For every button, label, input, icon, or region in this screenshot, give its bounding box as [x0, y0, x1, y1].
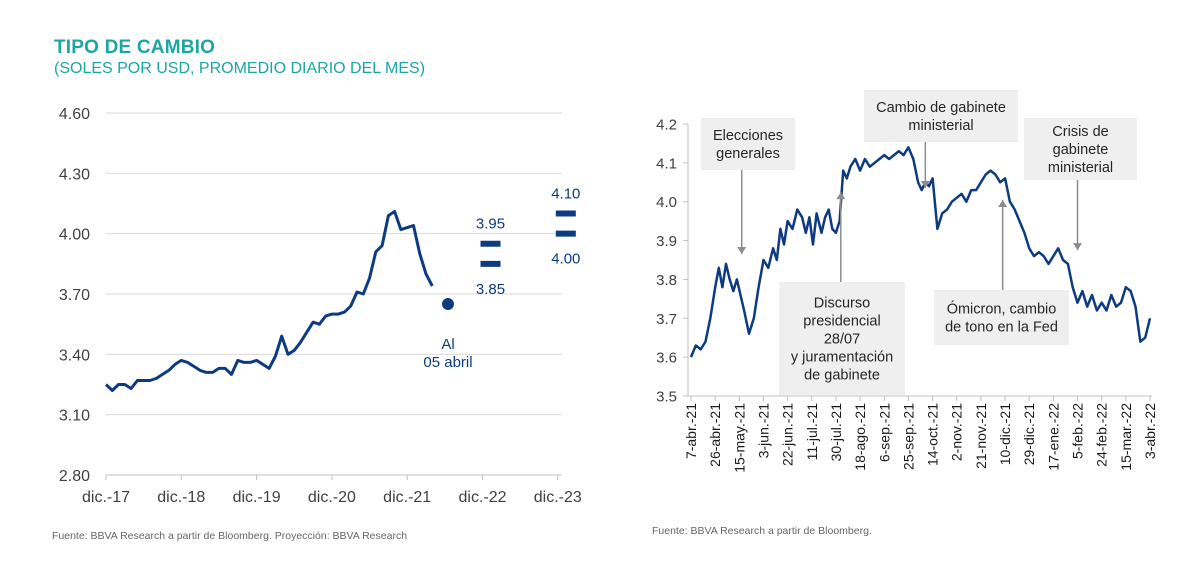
annotation: Discurso presidencial 28/07 y juramentación… [779, 192, 905, 395]
y-tick-label: 3.8 [656, 272, 677, 289]
annotation-text: Discurso [814, 296, 870, 312]
x-tick-label: 15-may.-21 [731, 403, 747, 473]
annotation: Elecciones generales [701, 118, 795, 254]
annotation-text: de gabinete [804, 368, 880, 384]
annotation-text: generales [716, 146, 780, 162]
x-tick-label: 2-nov.-21 [949, 403, 965, 461]
series-line [104, 210, 434, 392]
x-tick-label: 26-abr.-21 [707, 403, 723, 467]
x-tick-label: 7-abr.-21 [683, 403, 699, 459]
annotation-box [779, 282, 905, 395]
annotation-text: gabinete [1053, 142, 1109, 158]
projection-high-label: 3.95 [476, 216, 505, 233]
left-source-note: Fuente: BBVA Research a partir de Bloomb… [52, 530, 408, 542]
projection-low-label: 3.85 [476, 281, 505, 298]
point-label-line2: 05 abril [423, 354, 472, 371]
x-tick-label: dic.-18 [157, 489, 205, 506]
chart-title: TIPO DE CAMBIO [54, 37, 216, 58]
x-tick-label: dic.-21 [383, 489, 431, 506]
x-tick-label: 10-dic.-21 [997, 403, 1013, 465]
chart-subtitle: (SOLES POR USD, PROMEDIO DIARIO DEL MES) [54, 60, 426, 77]
annotation: Crisis de gabinete ministerial [1024, 118, 1137, 251]
x-tick-label: 22-jun.-21 [780, 403, 796, 466]
x-tick-label: dic.-17 [82, 489, 130, 506]
annotation: Ómicron, cambio de tono en la Fed [934, 199, 1069, 345]
y-tick-label: 2.80 [59, 468, 90, 485]
annotation-text: presidencial [803, 314, 880, 330]
y-tick-label: 3.40 [59, 347, 90, 364]
x-tick-label: 25-sep.-21 [900, 403, 916, 470]
annotation-arrow-head [1073, 243, 1083, 251]
x-tick-label: 29-dic.-21 [1021, 403, 1037, 465]
annotation-text: de tono en la Fed [945, 320, 1058, 336]
annotation-text: ministerial [1048, 160, 1113, 176]
annotation-arrow-head [998, 199, 1008, 207]
current-value-point [441, 298, 454, 311]
x-tick-label: dic.-20 [308, 489, 356, 506]
annotation-box [864, 90, 1018, 142]
y-tick-label: 3.5 [656, 389, 677, 406]
series-line [689, 146, 1152, 358]
annotation-box [701, 118, 795, 170]
annotation-box [1024, 118, 1137, 180]
y-tick-label: 4.1 [656, 155, 677, 172]
x-tick-label: dic.-19 [233, 489, 281, 506]
annotation-text: ministerial [908, 118, 973, 134]
annotation-text: Ómicron, cambio [947, 301, 1057, 318]
annotation-text: Cambio de gabinete [876, 100, 1006, 116]
x-tick-label: 14-oct.-21 [925, 403, 941, 466]
y-tick-label: 4.00 [59, 227, 90, 244]
y-tick-label: 3.10 [59, 408, 90, 425]
x-tick-label: 17-ene.-22 [1045, 403, 1061, 471]
annotation-text: y juramentación [791, 350, 893, 366]
x-tick-label: 24-feb.-22 [1094, 403, 1110, 467]
point-label-line1: Al [441, 336, 454, 353]
annotation-arrow-head [836, 192, 846, 200]
y-tick-label: 3.7 [656, 311, 677, 328]
x-tick-label: 18-ago.-21 [852, 403, 868, 471]
y-tick-label: 4.30 [59, 166, 90, 183]
y-tick-label: 4.60 [59, 106, 90, 123]
projection-low-label: 4.00 [551, 251, 580, 268]
projection-high-label: 4.10 [551, 186, 580, 203]
annotation-text: Crisis de [1052, 124, 1108, 140]
x-tick-label: dic.-22 [458, 489, 506, 506]
y-tick-label: 3.9 [656, 233, 677, 250]
y-tick-label: 4.2 [656, 117, 677, 134]
annotation-box [934, 290, 1069, 345]
x-tick-label: 11-jul.-21 [804, 403, 820, 461]
annotation-text: Elecciones [713, 128, 783, 144]
x-tick-label: 15-mar.-22 [1118, 403, 1134, 471]
y-tick-label: 3.70 [59, 287, 90, 304]
x-tick-label: dic.-23 [534, 489, 582, 506]
x-tick-label: 6-sep.-21 [876, 403, 892, 462]
right-source-note: Fuente: BBVA Research a partir de Bloomb… [652, 525, 872, 537]
x-tick-label: 21-nov.-21 [973, 403, 989, 469]
y-tick-label: 3.6 [656, 350, 677, 367]
y-tick-label: 4.0 [656, 194, 677, 211]
x-tick-label: 5-feb.-22 [1070, 403, 1086, 459]
x-tick-label: 3-jun.-21 [755, 403, 771, 458]
x-tick-label: 30-jul.-21 [828, 403, 844, 462]
annotation: Cambio de gabinete ministerial [864, 90, 1018, 188]
annotation-text: 28/07 [824, 332, 860, 348]
x-tick-label: 3-abr.-22 [1142, 403, 1158, 459]
left-exchange-rate-chart: 4.60 4.30 4.00 3.70 3.40 3.10 2.80 dic.-17 dic.-… [59, 106, 582, 506]
annotation-arrow-head [920, 180, 930, 188]
annotation-arrow-head [737, 247, 747, 254]
